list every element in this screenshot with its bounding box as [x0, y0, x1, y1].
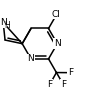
Text: F: F: [47, 80, 52, 89]
Text: F: F: [68, 68, 73, 77]
Text: N: N: [0, 18, 7, 27]
Text: H: H: [5, 20, 10, 29]
Text: N: N: [54, 39, 61, 48]
Text: Cl: Cl: [52, 10, 60, 19]
Text: F: F: [61, 80, 66, 89]
Text: N: N: [28, 54, 34, 63]
